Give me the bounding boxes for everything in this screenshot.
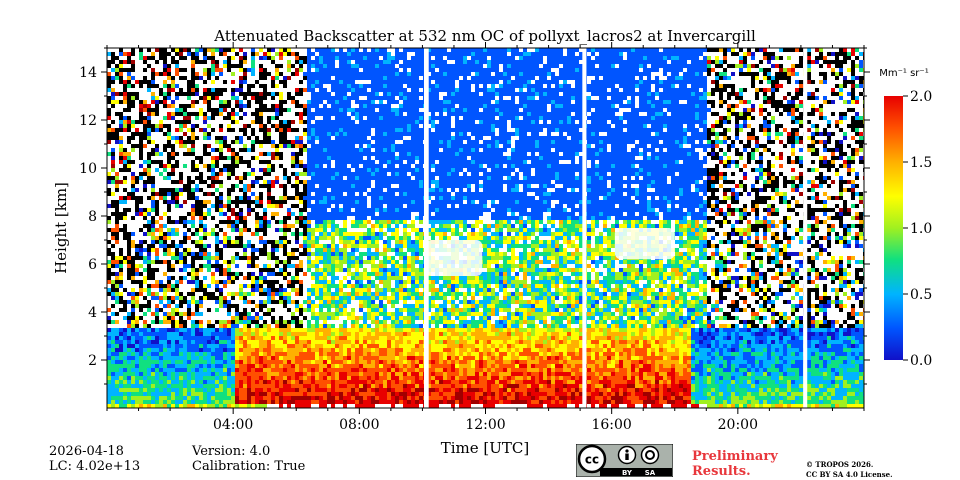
- preliminary-line-2: Results.: [692, 464, 751, 479]
- data-gap: [803, 48, 808, 408]
- x-tick-label: 12:00: [465, 417, 505, 433]
- footer-calibration: Calibration: True: [192, 459, 306, 474]
- y-tick-label: 10: [79, 161, 97, 177]
- y-axis-label: Height [km]: [52, 182, 70, 274]
- badge-by-text: BY: [622, 469, 633, 477]
- cc-license-badge: cc BY SA: [576, 444, 673, 477]
- colorbar-gradient: [884, 96, 903, 360]
- plot-area: [107, 48, 864, 408]
- x-axis: 04:00 08:00 12:00 16:00 20:00: [106, 42, 865, 433]
- preliminary-results-note: Preliminary Results.: [692, 449, 778, 479]
- footer-mid: Version: 4.0 Calibration: True: [192, 444, 305, 474]
- colorbar-tick-label: 1.5: [910, 155, 932, 171]
- cloud-layer: [425, 240, 483, 276]
- y-tick-label: 8: [88, 209, 97, 225]
- colorbar-unit: Mm⁻¹ sr⁻¹: [879, 68, 928, 79]
- preliminary-line-1: Preliminary: [692, 449, 778, 464]
- y-axis: 2 4 6 8 10 12 14: [79, 47, 870, 385]
- x-tick-label: 08:00: [339, 417, 379, 433]
- x-axis-label: Time [UTC]: [441, 439, 530, 457]
- footer-version: Version: 4.0: [192, 444, 271, 459]
- x-tick-label: 04:00: [213, 417, 253, 433]
- sa-icon: [640, 445, 660, 465]
- footer-left: 2026-04-18 LC: 4.02e+13: [49, 444, 140, 474]
- cc-logo-text: cc: [585, 453, 599, 467]
- colorbar-tick-label: 2.0: [910, 89, 932, 105]
- x-tick-label: 16:00: [591, 417, 631, 433]
- footer-date: 2026-04-18: [49, 444, 124, 459]
- badge-sa-text: SA: [645, 469, 656, 477]
- colorbar-tick-label: 1.0: [910, 221, 932, 237]
- copyright-line-2: CC BY SA 4.0 License.: [806, 470, 893, 479]
- data-gap: [423, 48, 429, 408]
- backscatter-cells: [107, 48, 864, 408]
- colorbar-tick-label: 0.0: [910, 353, 932, 369]
- colorbar-tick-label: 0.5: [910, 287, 932, 303]
- colorbar: Mm⁻¹ sr⁻¹ 0.0 0.5 1.0 1.5 2.0: [879, 68, 932, 369]
- copyright-line-1: © TROPOS 2026.: [806, 460, 874, 469]
- y-tick-label: 2: [88, 353, 97, 369]
- backscatter-field: [107, 48, 864, 408]
- chart-title: Attenuated Backscatter at 532 nm OC of p…: [213, 27, 756, 45]
- x-tick-label: 20:00: [718, 417, 758, 433]
- data-gap: [582, 48, 587, 408]
- y-tick-label: 4: [88, 305, 97, 321]
- footer-lc: LC: 4.02e+13: [49, 459, 141, 474]
- copyright-note: © TROPOS 2026. CC BY SA 4.0 License.: [806, 460, 893, 480]
- y-tick-label: 14: [79, 65, 97, 81]
- y-tick-label: 6: [88, 257, 97, 273]
- cloud-layer: [614, 228, 675, 260]
- y-tick-label: 12: [79, 113, 97, 129]
